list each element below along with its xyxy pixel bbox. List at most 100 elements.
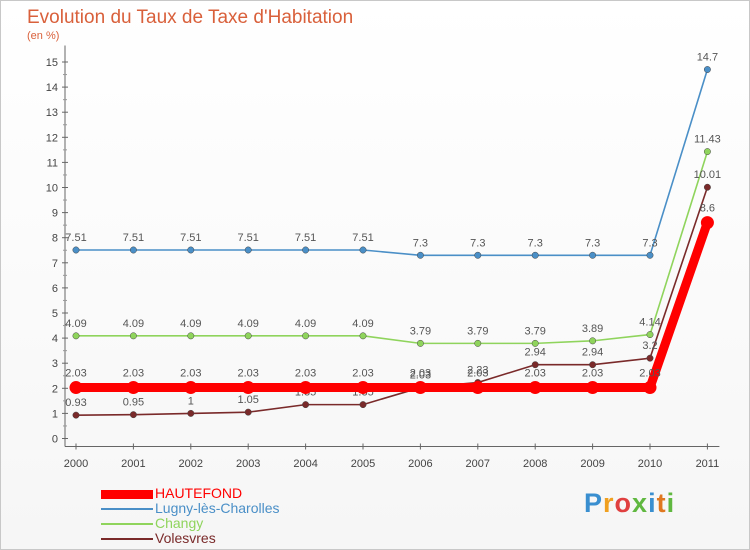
data-label: 3.79 [467,325,488,337]
x-tick-label: 2003 [236,458,260,470]
data-point [244,332,252,340]
data-point [528,381,542,395]
data-point [187,246,195,254]
data-point [302,401,310,409]
y-tick-label: 0 [52,434,58,446]
data-point [531,361,539,369]
data-label: 2.03 [352,368,373,380]
x-tick-label: 2000 [64,458,88,470]
data-point [700,216,714,230]
data-label: 1 [188,395,194,407]
data-point [244,408,252,416]
y-tick-label: 4 [52,333,58,345]
legend-label: HAUTEFOND [155,485,243,501]
y-tick-label: 8 [52,233,58,245]
logo-letter: o [614,488,633,518]
data-label: 2.03 [524,368,545,380]
data-point [241,381,255,395]
data-label: 7.3 [642,237,657,249]
series-line [76,69,709,257]
data-label: 4.09 [65,318,86,330]
series-hautefond: 2.03 2.03 2.03 2.03 2.03 2.03 2.03 2.03 2.03 2.03… [65,203,715,395]
data-label: 2.03 [467,368,488,380]
x-tick-label: 2010 [638,458,662,470]
y-tick-label: 6 [52,283,58,295]
y-tick-label: 12 [46,132,58,144]
data-label: 2.03 [65,368,86,380]
data-point [531,339,539,347]
x-tick-label: 2004 [293,458,317,470]
x-tick-label: 2007 [466,458,490,470]
data-label: 0.93 [65,397,86,409]
series-line [76,221,712,393]
logo-letter: i [666,488,676,518]
logo-letter: t [656,488,667,518]
y-tick-label: 14 [46,82,58,94]
data-label: 2.03 [123,368,144,380]
data-label: 7.51 [123,232,144,244]
data-point [72,411,80,419]
data-point [359,246,367,254]
data-point [356,381,370,395]
x-tick-label: 2006 [408,458,432,470]
data-point [646,251,654,259]
y-tick-label: 13 [46,107,58,119]
data-point [413,381,427,395]
data-label: 2.03 [237,368,258,380]
data-point [187,409,195,417]
x-tick-label: 2008 [523,458,547,470]
data-point [703,148,711,156]
data-point [129,332,137,340]
data-label: 7.51 [295,232,316,244]
y-tick-label: 10 [46,183,58,195]
data-point [72,332,80,340]
legend-swatch [101,523,153,525]
data-point [589,337,597,345]
data-point [586,381,600,395]
data-label: 4.09 [352,318,373,330]
series-line [76,151,709,345]
data-label: 4.09 [295,318,316,330]
series-volesvres: 0.930.9511.051.351.352.032.232.942.943.2… [65,169,722,419]
logo-letter: x [632,488,649,518]
data-point [359,332,367,340]
legend-label: Changy [155,515,204,531]
data-point [129,246,137,254]
data-label: 10.01 [694,169,722,181]
data-point [302,332,310,340]
x-tick-label: 2001 [121,458,145,470]
data-point [416,339,424,347]
data-point [471,381,485,395]
series-lugny-l-s-charolles: 7.51 7.51 7.51 7.51 7.51 7.51 7.3 7.3 7.3 7.3 7.3 1… [65,52,718,259]
data-point [72,246,80,254]
y-tick-label: 3 [52,358,58,370]
data-label: 1.05 [237,394,258,406]
data-point [703,183,711,191]
data-point [184,381,198,395]
data-label: 7.3 [470,237,485,249]
proxiti-logo: Proxiti [584,488,675,519]
data-point [126,381,140,395]
data-point [646,331,654,339]
data-label: 11.43 [694,134,721,146]
legend-swatch [101,538,153,540]
legend-label: Volesvres [155,530,216,546]
data-point [302,246,310,254]
data-label: 3.89 [582,323,603,335]
chart-title: Evolution du Taux de Taxe d'Habitation [27,7,354,28]
data-label: 4.09 [180,318,201,330]
data-point [244,246,252,254]
logo-letter: i [648,488,657,518]
data-label: 7.51 [65,232,86,244]
data-label: 4.09 [237,318,258,330]
data-point [531,251,539,259]
data-label: 2.03 [582,368,603,380]
data-point [129,411,137,419]
data-label: 7.3 [528,237,543,249]
y-tick-label: 9 [52,208,58,220]
series-line [75,186,709,416]
x-tick-label: 2011 [696,458,720,470]
data-label: 2.03 [410,368,431,380]
